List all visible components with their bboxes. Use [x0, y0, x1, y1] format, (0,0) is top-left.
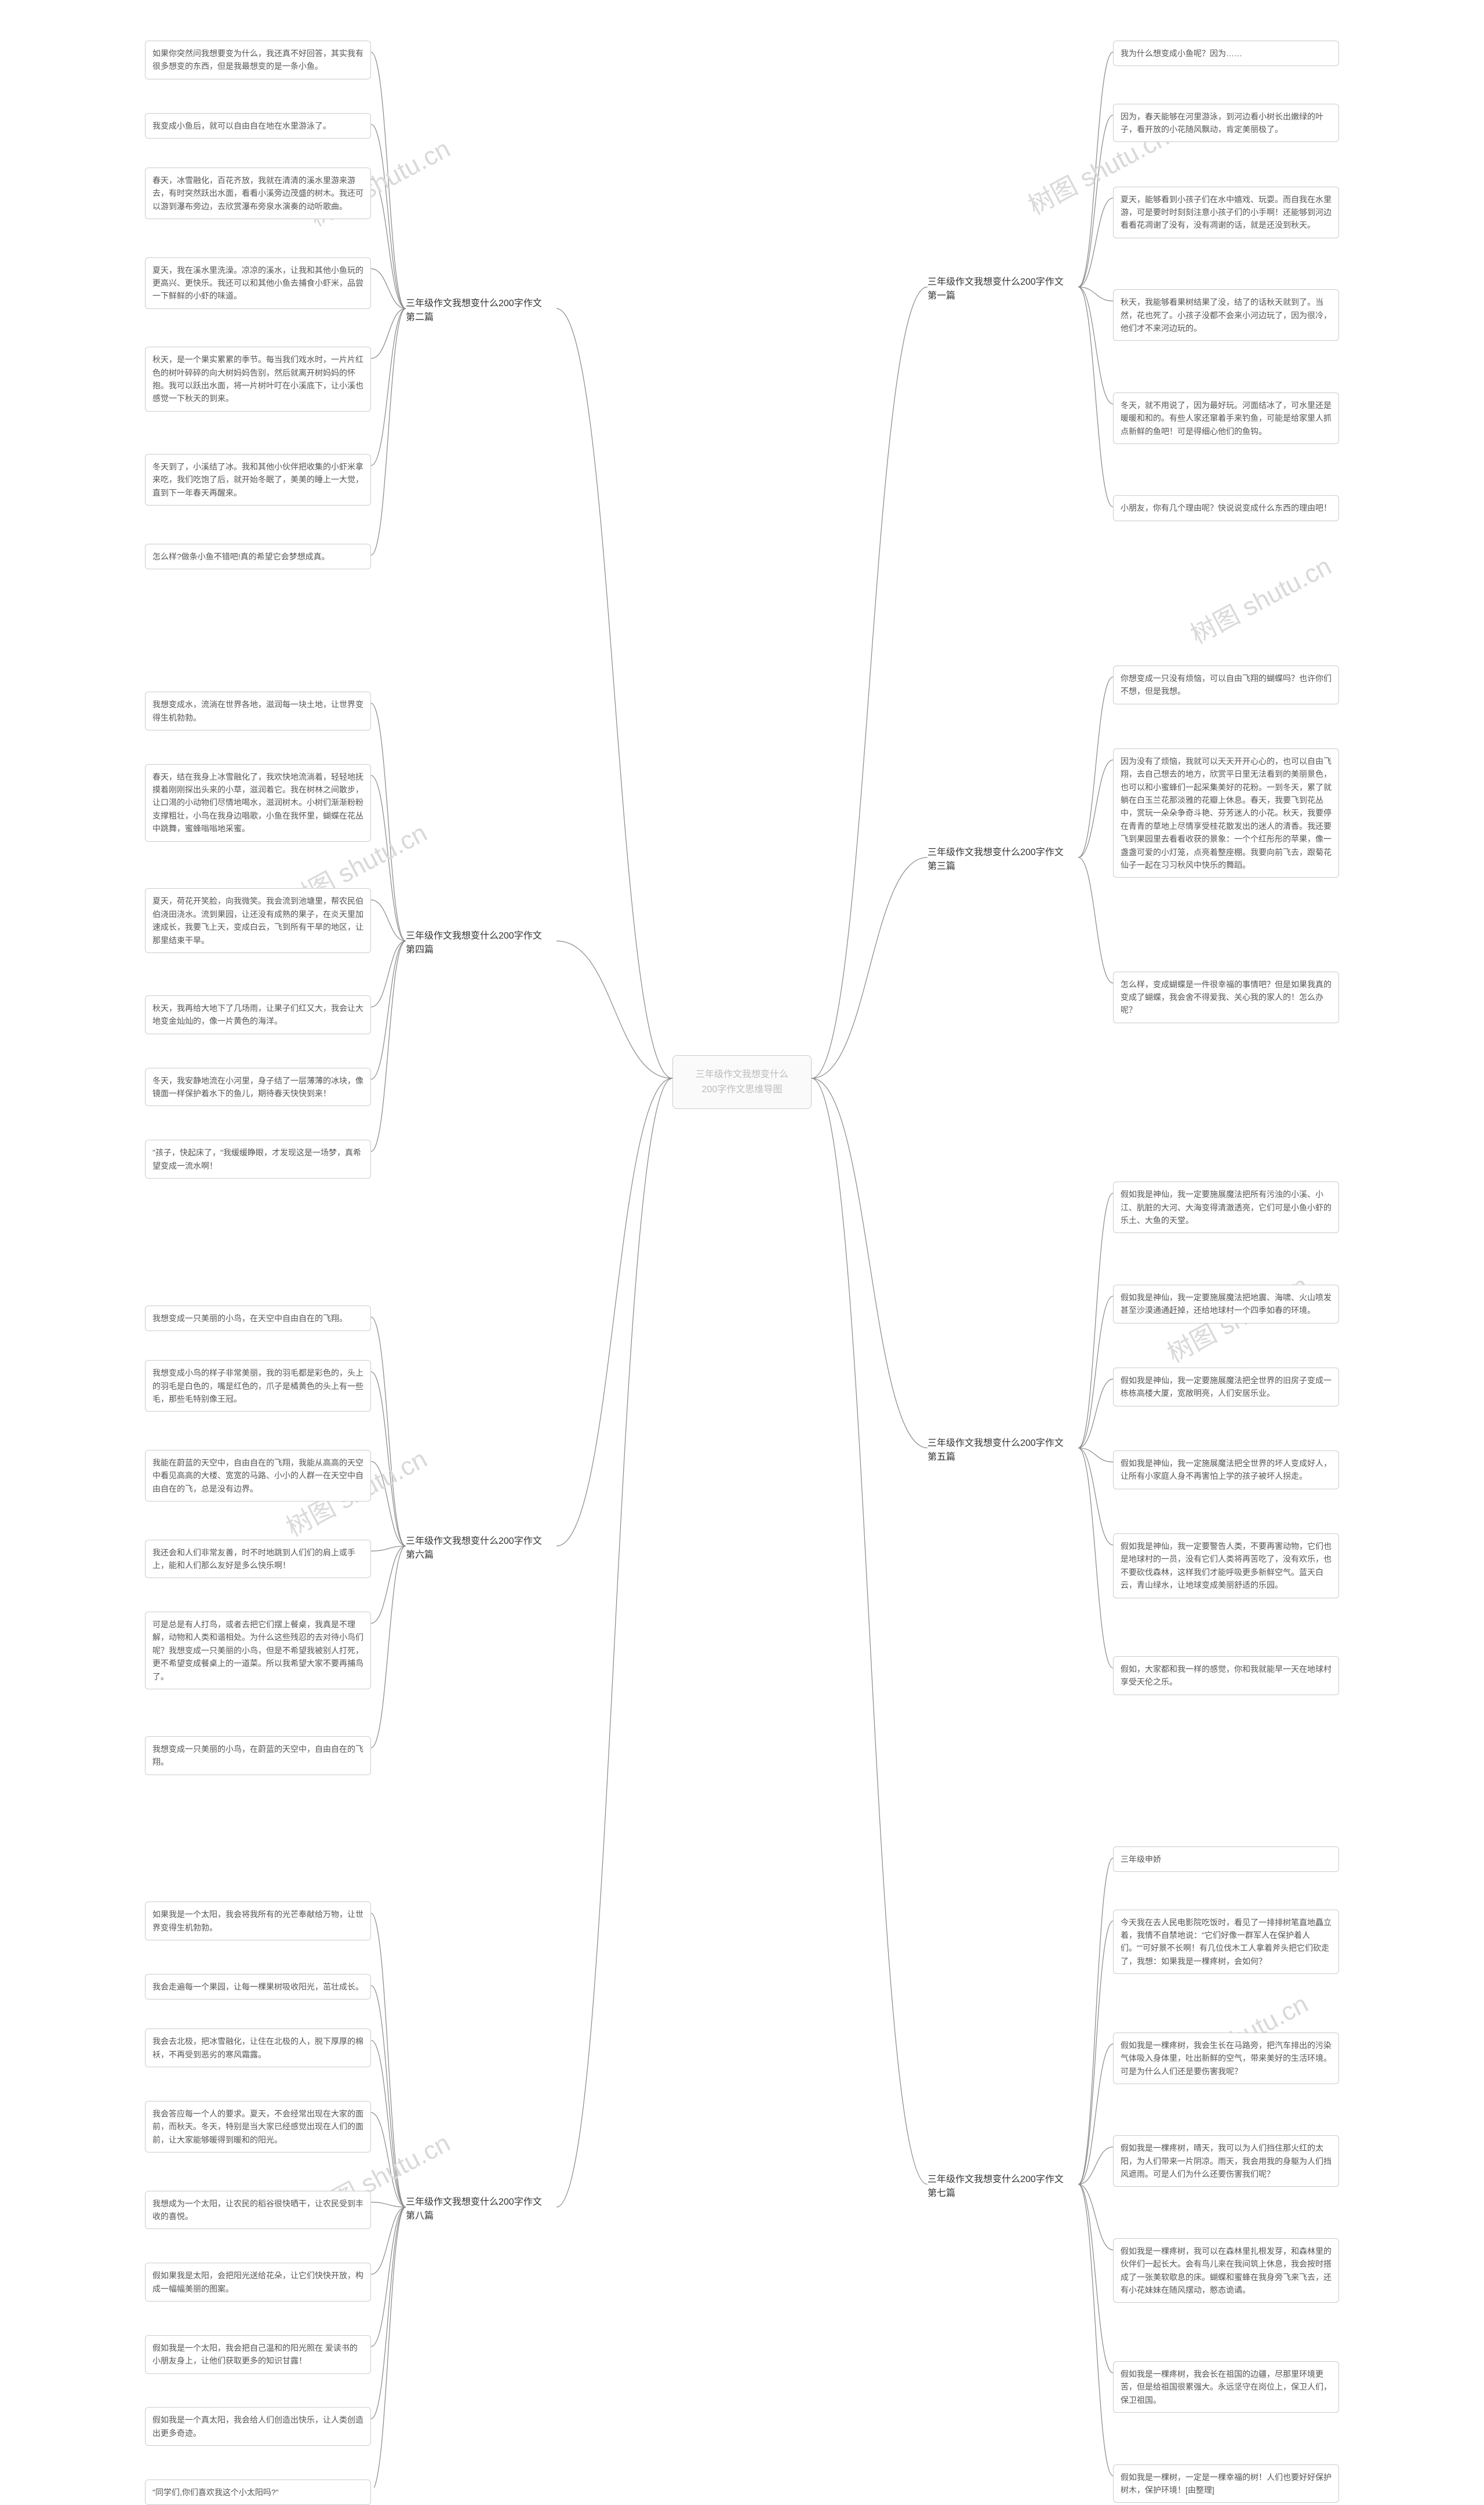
branch-label: 三年级作文我想变什么200字作文 第二篇 — [406, 297, 556, 325]
leaf-node: 假如我是一棵疼树，晴天，我可以为人们挡住那火红的太阳，为人们带来一片阴凉。雨天，… — [1113, 2135, 1339, 2187]
branch-label: 三年级作文我想变什么200字作文 第五篇 — [928, 1437, 1078, 1464]
leaf-node: 怎么样?做条小鱼不错吧!真的希望它会梦想成真。 — [145, 544, 371, 569]
leaf-node: 我能在蔚蓝的天空中，自由自在的飞翔，我能从高高的天空中看见高高的大楼、宽宽的马路… — [145, 1450, 371, 1501]
leaf-node: 因为没有了烦恼，我就可以天天开开心心的，也可以自由飞翔，去自己想去的地方，欣赏平… — [1113, 748, 1339, 878]
center-title: 三年级作文我想变什么 200字作文思维导图 — [696, 1070, 788, 1095]
branch-label: 三年级作文我想变什么200字作文 第七篇 — [928, 2173, 1078, 2201]
leaf-node: 我会去北极，把冰雪融化，让住在北极的人，脱下厚厚的棉袄，不再受到恶劣的寒风霜露。 — [145, 2028, 371, 2067]
leaf-node: 我为什么想变成小鱼呢？因为…… — [1113, 41, 1339, 66]
leaf-node: 可是总是有人打鸟，或者去把它们摆上餐桌，我真是不理解，动物和人类和谐相处。为什么… — [145, 1612, 371, 1689]
leaf-node: 假如我是神仙，我一定施展魔法把全世界的坏人变成好人，让所有小家庭人身不再害怕上学… — [1113, 1450, 1339, 1489]
leaf-node: 假如我是神仙，我一定要警告人类，不要再害动物，它们也是地球村的一员，没有它们人类… — [1113, 1533, 1339, 1598]
leaf-node: 冬天，我安静地流在小河里，身子结了一层薄薄的冰块，像镜面一样保护着水下的鱼儿，期… — [145, 1068, 371, 1107]
watermark: 树图 shutu.cn — [1183, 546, 1337, 651]
leaf-node: 假如我是一个太阳，我会把自己温和的阳光照在 爱读书的小朋友身上，让他们获取更多的… — [145, 2335, 371, 2374]
leaf-node: 假如我是一棵疼树，我会生长在马路旁，把汽车排出的污染气体吸入身体里，吐出新鲜的空… — [1113, 2033, 1339, 2084]
branch-label: 三年级作文我想变什么200字作文 第三篇 — [928, 846, 1078, 874]
leaf-node: 如果你突然问我想要变为什么，我还真不好回答，其实我有很多想变的东西，但是我最想变… — [145, 41, 371, 79]
leaf-node: 三年级申娇 — [1113, 1846, 1339, 1872]
leaf-node: 小朋友，你有几个理由呢？快说说变成什么东西的理由吧！ — [1113, 495, 1339, 521]
leaf-node: 夏天，荷花开笑脸，向我微笑。我会流到池塘里，帮农民伯伯浇田浇水。流到果园，让还没… — [145, 888, 371, 953]
leaf-node: 我想变成一只美丽的小鸟，在天空中自由自在的飞翔。 — [145, 1306, 371, 1331]
leaf-node: 假如我是神仙，我一定要施展魔法把所有污浊的小溪、小江、肮脏的大河、大海变得清澈透… — [1113, 1181, 1339, 1233]
leaf-node: 秋天，是一个果实累累的季节。每当我们戏水时，一片片红色的树叶碎碎的向大树妈妈告别… — [145, 347, 371, 412]
leaf-node: 假如我是一棵疼树，我会长在祖国的边疆，尽那里环境更苦，但是给祖国很累强大。永远坚… — [1113, 2361, 1339, 2413]
branch-label: 三年级作文我想变什么200字作文 第八篇 — [406, 2195, 556, 2223]
leaf-node: 假如我是一棵疼树，我可以在森林里扎根发芽，和森林里的伙伴们一起长大。会有鸟儿来在… — [1113, 2238, 1339, 2303]
leaf-node: 如果我是一个太阳，我会将我所有的光芒奉献给万物，让世界变得生机勃勃。 — [145, 1902, 371, 1940]
leaf-node: 秋天，我再给大地下了几场雨，让果子们红又大，我会让大地变金灿灿的，像一片黄色的海… — [145, 995, 371, 1034]
branch-label: 三年级作文我想变什么200字作文 第六篇 — [406, 1535, 556, 1562]
leaf-node: 假如，大家都和我一样的感觉，你和我就能早一天在地球村享受天伦之乐。 — [1113, 1656, 1339, 1695]
leaf-node: 我会答应每一个人的要求。夏天，不会经常出现在大家的面前，而秋天。冬天，特别是当大… — [145, 2101, 371, 2153]
leaf-node: 今天我在去人民电影院吃饭时，看见了一排排树笔直地矗立着，我情不自禁地说："它们好… — [1113, 1910, 1339, 1975]
leaf-node: 我想变成小鸟的样子非常美丽，我的羽毛都是彩色的，头上的羽毛是白色的，嘴是红色的，… — [145, 1360, 371, 1412]
leaf-node: 假如果我是太阳，会把阳光送给花朵，让它们快快开放，构成一幅幅美丽的图案。 — [145, 2263, 371, 2302]
leaf-node: 我变成小鱼后，就可以自由自在地在水里游泳了。 — [145, 113, 371, 139]
branch-label: 三年级作文我想变什么200字作文 第一篇 — [928, 275, 1078, 303]
leaf-node: "孩子，快起床了，"我缓缓睁眼，才发现这是一场梦，真希望变成一流水啊！ — [145, 1140, 371, 1179]
leaf-node: 假如我是一个真太阳，我会给人们创造出快乐，让人类创造出更多奇迹。 — [145, 2407, 371, 2446]
leaf-node: 春天，冰雪融化，百花齐放，我就在清清的溪水里游来游去，有时突然跃出水面，看看小溪… — [145, 168, 371, 219]
leaf-node: 我想成为一个太阳，让农民的稻谷很快晒干，让农民受到丰收的喜悦。 — [145, 2191, 371, 2230]
leaf-node: 夏天，能够看到小孩子们在水中嬉戏、玩耍。而自我在水里游，可是要时时刻刻注意小孩子… — [1113, 187, 1339, 238]
leaf-node: 假如我是神仙，我一定要施展魔法把全世界的旧房子变成一栋栋高楼大厦，宽敞明亮，人们… — [1113, 1368, 1339, 1406]
leaf-node: 秋天，我能够看果树结果了没，结了的话秋天就到了。当然，花也死了。小孩子没都不会来… — [1113, 289, 1339, 341]
leaf-node: 我会走遍每一个果园，让每一棵果树吸收阳光，茁壮成长。 — [145, 1974, 371, 1999]
leaf-node: 夏天，我在溪水里洗澡。凉凉的溪水，让我和其他小鱼玩的更高兴、更快乐。我还可以和其… — [145, 257, 371, 309]
leaf-node: 我想变成一只美丽的小鸟，在蔚蓝的天空中，自由自在的飞翔。 — [145, 1736, 371, 1775]
leaf-node: 假如我是神仙，我一定要施展魔法把地震、海啸、火山喷发甚至沙漠通通赶掉，还给地球村… — [1113, 1285, 1339, 1324]
leaf-node: 我还会和人们非常友善，时不时地跳到人们们的肩上或手上，能和人们那么友好是多么快乐… — [145, 1540, 371, 1579]
leaf-node: 春天，结在我身上冰雪融化了，我欢快地流淌着，轻轻地抚摸着刚刚探出头来的小草，滋润… — [145, 764, 371, 842]
leaf-node: 你想变成一只没有烦恼，可以自由飞翔的蝴蝶吗？也许你们不想，但是我想。 — [1113, 666, 1339, 704]
leaf-node: 假如我是一棵树，一定是一棵幸福的树！人们也要好好保护树木，保护环境！[由整理] — [1113, 2464, 1339, 2503]
center-node: 三年级作文我想变什么 200字作文思维导图 — [672, 1055, 812, 1109]
leaf-node: "同学们,你们喜欢我这个小太阳吗?" — [145, 2479, 371, 2505]
leaf-node: 冬天到了，小溪结了冰。我和其他小伙伴把收集的小虾米拿来吃，我们吃饱了后，就开始冬… — [145, 454, 371, 506]
leaf-node: 我想变成水，流淌在世界各地，滋润每一块土地，让世界变得生机勃勃。 — [145, 692, 371, 730]
leaf-node: 怎么样，变成蝴蝶是一件很幸福的事情吧？但是如果我真的变成了蝴蝶，我会舍不得爱我、… — [1113, 972, 1339, 1023]
leaf-node: 因为，春天能够在河里游泳，到河边看小树长出嫩绿的叶子，看开放的小花随风飘动，肯定… — [1113, 104, 1339, 143]
branch-label: 三年级作文我想变什么200字作文 第四篇 — [406, 929, 556, 957]
leaf-node: 冬天，就不用说了，因为最好玩。河面结冰了，可水里还是暖暖和和的。有些人家还窜着手… — [1113, 392, 1339, 444]
